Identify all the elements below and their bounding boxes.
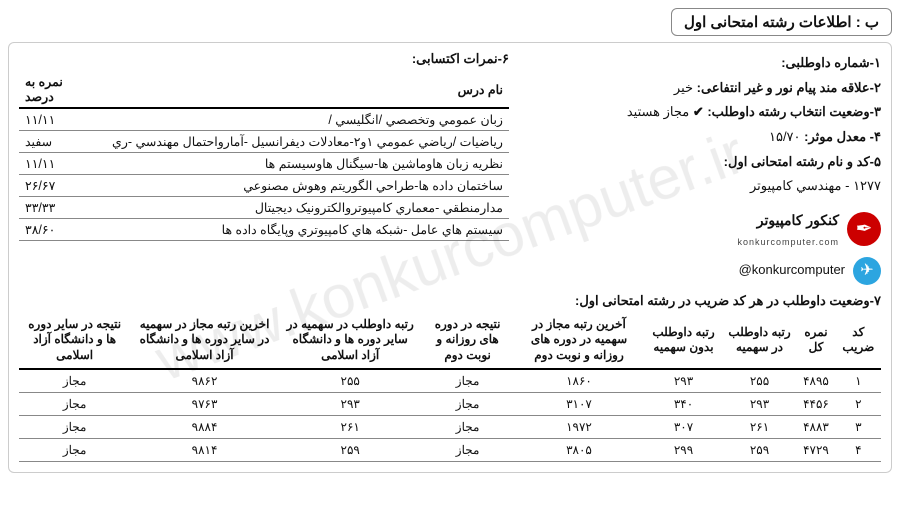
table-row: نظريه زبان هاوماشين ها-سيگنال هاوسيستم ه… [19,153,509,175]
value-5: ۱۲۷۷ - مهندسي کامپیوتر [519,174,881,199]
brand-name: کنکور کامپیوتر [737,207,839,234]
course-pct: ۱۱/۱۱ [19,108,89,131]
label-2: ۲-علاقه مند پیام نور و غیر انتفاعی: [697,80,881,95]
course-name: نظريه زبان هاوماشين ها-سيگنال هاوسيستم ه… [89,153,509,175]
h6: نتیجه در دوره های روزانه و نوبت دوم [422,313,514,369]
handle-text: @konkurcomputer [739,258,845,283]
cell: مجاز [19,415,130,438]
table-row: ۲۴۴۵۶۲۹۳۳۴۰۳۱۰۷مجاز۲۹۳۹۷۶۳مجاز [19,392,881,415]
cell: ۹۸۶۲ [130,369,279,393]
cell: ۲۹۳ [644,369,722,393]
applicant-info: ۱-شماره داوطلبی: ۲-علاقه مند پیام نور و … [519,51,881,285]
cell: ۲۵۵ [279,369,422,393]
cell: ۱ [836,369,881,393]
cell: ۲۶۱ [723,415,797,438]
label-4: ۴- معدل موثر: [804,129,881,144]
course-pct: سفید [19,131,89,153]
cell: مجاز [19,369,130,393]
table-row: ۳۴۸۸۳۲۶۱۳۰۷۱۹۷۲مجاز۲۶۱۹۸۸۴مجاز [19,415,881,438]
cell: ۳۱۰۷ [514,392,645,415]
cell: ۴۷۲۹ [796,438,835,461]
cell: ۹۷۶۳ [130,392,279,415]
h3: رتبه داوطلب در سهمیه [723,313,797,369]
course-pct: ۳۸/۶۰ [19,219,89,241]
cell: ۴۸۹۵ [796,369,835,393]
table-row: رياضيات /رياضي عمومي ۱و۲-معادلات ديفرانس… [19,131,509,153]
cell: ۲۶۱ [279,415,422,438]
course-name: ساختمان داده ها-طراحي الگوريتم وهوش مصنو… [89,175,509,197]
cell: مجاز [422,438,514,461]
brand-logo: ✒ کنکور کامپیوتر konkurcomputer.com [519,207,881,251]
section-title: ب : اطلاعات رشته امتحانی اول [671,8,892,36]
label-5: ۵-کد و نام رشته امتحانی اول: [724,154,881,169]
cell: مجاز [19,392,130,415]
h7: رتبه داوطلب در سهمیه در سایر دوره ها و د… [279,313,422,369]
course-name: زبان عمومي وتخصصي /انگليسي / [89,108,509,131]
table-row: زبان عمومي وتخصصي /انگليسي /۱۱/۱۱ [19,108,509,131]
value-2: خیر [674,80,693,95]
table-row: مدارمنطقي -معماري کامپيوتروالکترونيک ديج… [19,197,509,219]
cell: ۳۴۰ [644,392,722,415]
table-row: ساختمان داده ها-طراحي الگوريتم وهوش مصنو… [19,175,509,197]
status-table: کد ضریب نمره کل رتبه داوطلب در سهمیه رتب… [19,313,881,462]
cell: ۲۵۹ [723,438,797,461]
table-row: ۱۴۸۹۵۲۵۵۲۹۳۱۸۶۰مجاز۲۵۵۹۸۶۲مجاز [19,369,881,393]
cell: ۳ [836,415,881,438]
cell: ۴۸۸۳ [796,415,835,438]
cell: ۲۵۹ [279,438,422,461]
section7-title: ۷-وضعیت داوطلب در هر کد ضریب در رشته امت… [19,293,881,309]
cell: ۴ [836,438,881,461]
cell: ۲۹۳ [723,392,797,415]
label-1: ۱-شماره داوطلبی: [781,55,881,70]
cell: ۹۸۱۴ [130,438,279,461]
check-icon: ✔ [693,104,704,119]
cell: مجاز [422,392,514,415]
brand-site: konkurcomputer.com [737,234,839,251]
cell: ۲۹۹ [644,438,722,461]
table-row: ۴۴۷۲۹۲۵۹۲۹۹۳۸۰۵مجاز۲۵۹۹۸۱۴مجاز [19,438,881,461]
cell: ۱۹۷۲ [514,415,645,438]
cell: ۱۸۶۰ [514,369,645,393]
content-box: ۱-شماره داوطلبی: ۲-علاقه مند پیام نور و … [8,42,892,473]
cell: ۹۸۸۴ [130,415,279,438]
h1: کد ضریب [836,313,881,369]
pen-icon: ✒ [847,212,881,246]
course-pct: ۲۶/۶۷ [19,175,89,197]
cell: ۳۰۷ [644,415,722,438]
telegram-handle: ✈ @konkurcomputer [519,257,881,285]
cell: ۴۴۵۶ [796,392,835,415]
course-name: رياضيات /رياضي عمومي ۱و۲-معادلات ديفرانس… [89,131,509,153]
cell: ۲۵۵ [723,369,797,393]
scores-title: ۶-نمرات اکتسابی: [19,51,509,67]
cell: ۲۹۳ [279,392,422,415]
h5: آخرین رتبه مجاز در سهمیه در دوره های روز… [514,313,645,369]
course-name: سيستم هاي عامل -شبکه هاي کامپيوتري وپايگ… [89,219,509,241]
scores-col-pct: نمره به درصد [19,71,89,108]
scores-table: نام درس نمره به درصد زبان عمومي وتخصصي /… [19,71,509,241]
cell: مجاز [422,415,514,438]
cell: مجاز [19,438,130,461]
h8: اخرین رتبه مجاز در سهمیه در سایر دوره ها… [130,313,279,369]
cell: ۲ [836,392,881,415]
table-row: سيستم هاي عامل -شبکه هاي کامپيوتري وپايگ… [19,219,509,241]
scores-col-name: نام درس [89,71,509,108]
value-3: مجاز هستید [627,104,689,119]
h4: رتبه داوطلب بدون سهمیه [644,313,722,369]
cell: مجاز [422,369,514,393]
h9: نتیجه در سایر دوره ها و دانشگاه آزاد اسل… [19,313,130,369]
cell: ۳۸۰۵ [514,438,645,461]
course-pct: ۱۱/۱۱ [19,153,89,175]
label-3: ۳-وضعیت انتخاب رشته داوطلب: [707,104,881,119]
value-4: ۱۵/۷۰ [769,129,801,144]
h2: نمره کل [796,313,835,369]
telegram-icon: ✈ [853,257,881,285]
course-name: مدارمنطقي -معماري کامپيوتروالکترونيک ديج… [89,197,509,219]
course-pct: ۳۳/۳۳ [19,197,89,219]
